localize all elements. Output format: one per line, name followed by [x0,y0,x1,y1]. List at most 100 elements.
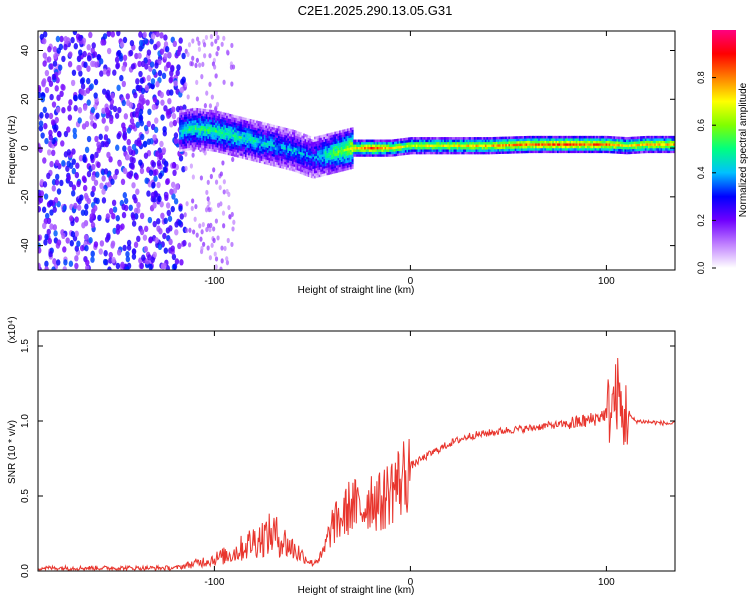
spectrogram-cell [227,142,230,146]
spectrogram-cell [110,240,116,247]
spectrogram-cell [101,107,106,115]
spectrogram-cell [204,123,207,127]
spectrogram-cell [626,141,628,145]
spectrogram-cell [481,139,484,143]
spectrogram-cell [660,140,663,144]
spectrogram-cell [624,151,627,155]
spectrogram-cell [334,170,337,174]
spectrogram-cell [265,127,268,131]
spectrogram-cell [517,136,520,139]
spectrogram-ytick-label: 20 [20,93,31,105]
spectrogram-cell [517,150,520,154]
spectrogram-cell [535,150,538,154]
spectrogram-cell [451,149,454,152]
spectrogram-cell [342,134,345,138]
spectrogram-cell [186,118,189,122]
spectrogram-cell [447,151,450,155]
spectrogram-cell [345,153,348,156]
spectrogram-cell [154,62,159,69]
spectrogram-cell [309,170,312,173]
spectrogram-cell [453,151,456,155]
spectrogram-cell [293,142,296,145]
spectrogram-cell [604,135,607,139]
spectrogram-cell [292,144,295,147]
spectrogram-cell [260,158,263,161]
spectrogram-cell [234,129,236,133]
spectrogram-cell [56,130,62,138]
spectrogram-cell [287,162,290,166]
spectrogram-cell [647,145,650,149]
spectrogram-cell [553,150,556,154]
spectrogram-cell [657,135,660,139]
spectrogram-cell [538,135,541,139]
spectrogram-cell [265,130,268,133]
spectrogram-cell [572,135,575,139]
spectrogram-cell [95,112,100,120]
spectrogram-cell [84,244,89,252]
spectrogram-cell [309,165,312,168]
spectrogram-cell [560,140,563,144]
spectrogram-cell [306,164,309,167]
spectrogram-cell [647,138,650,141]
spectrogram-cell [464,146,467,150]
spectrogram-cell [312,151,315,155]
spectrogram-cell [167,215,173,222]
spectrogram-cell [140,87,146,95]
spectrogram-cell [395,138,398,142]
spectrogram-cell [309,167,312,171]
spectrogram-cell [235,137,238,141]
spectrogram-cell [547,143,550,146]
spectrogram-cell [162,232,167,240]
spectrogram-cell [613,143,616,147]
spectrogram-cell [533,148,536,151]
spectrogram-cell [298,161,301,164]
spectrogram-cell [310,136,313,140]
spectrogram-cell [342,146,345,150]
spectrogram-cell [337,164,340,168]
spectrogram-cell [218,133,221,136]
spectrogram-cell [544,145,547,149]
spectrogram-cell [226,147,229,150]
spectrogram-cell [643,143,646,146]
spectrogram-cell [332,132,335,135]
spectrogram-cell [194,144,197,148]
spectrogram-cell [395,151,398,154]
spectrogram-cell [273,156,276,160]
snr-xtick-label: -100 [204,577,224,588]
spectrogram-cell [524,148,527,151]
spectrogram-cell [301,172,304,175]
spectrogram-cell [422,146,425,150]
spectrogram-cell [654,145,657,149]
spectrogram-cell [445,139,448,143]
spectrogram-cell [212,129,215,133]
spectrogram-cell [414,146,417,150]
spectrogram-cell [163,247,169,254]
spectrogram-cell [310,151,313,154]
spectrogram-cell [277,133,280,136]
spectrogram-cell [199,140,202,143]
spectrogram-cell [79,78,85,85]
spectrogram-cell [301,157,304,160]
spectrogram-cell [213,117,216,121]
spectrogram-cell [230,136,233,139]
spectrogram-cell [632,139,635,142]
spectrogram-cell [274,161,277,165]
spectrogram-cell [216,120,219,124]
spectrogram-cell [86,44,91,51]
spectrogram-cell [103,250,108,257]
spectrogram-cell [428,151,431,155]
spectrogram-cell [184,165,188,172]
spectrogram-cell [232,144,235,147]
spectrogram-cell [78,70,83,77]
spectrogram-cell [378,154,381,157]
spectrogram-cell [455,137,458,140]
spectrogram-cell [315,150,318,154]
spectrogram-cell [144,63,149,70]
spectrogram-cell [246,132,249,136]
spectrogram-cell [213,124,216,128]
spectrogram-cell [462,144,465,148]
spectrogram-cell [607,148,610,151]
spectrogram-cell [257,125,260,129]
spectrogram-cell [426,137,429,140]
spectrogram-cell [201,130,204,134]
